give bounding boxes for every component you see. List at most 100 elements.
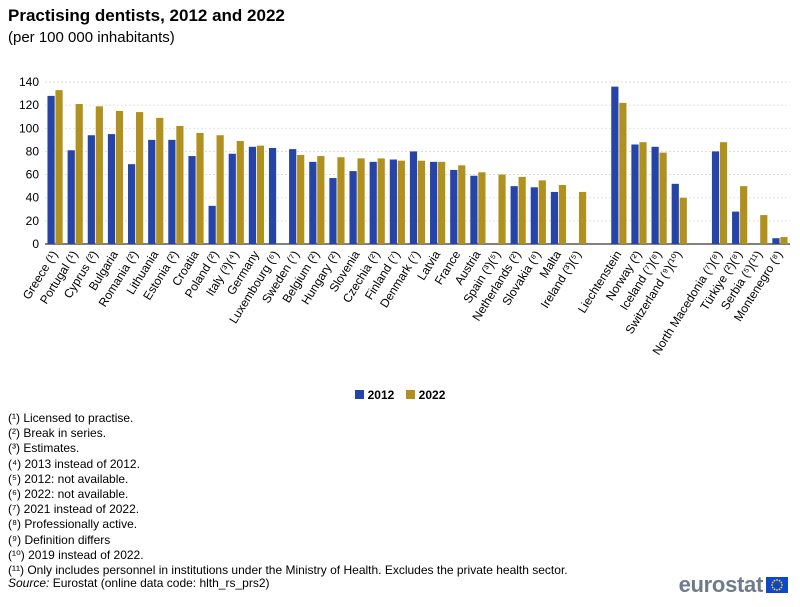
bar-2022	[196, 132, 204, 244]
flag-star	[778, 579, 781, 582]
bar-2012	[208, 205, 216, 244]
footnote: (³) Estimates.	[8, 441, 80, 456]
bar-2022	[337, 157, 345, 244]
y-tick-label: 140	[19, 75, 39, 89]
logo-wordmark: eurostat	[678, 572, 764, 597]
source-label: Source:	[8, 576, 50, 590]
y-tick-label: 120	[19, 98, 39, 112]
bar-2012	[329, 178, 337, 244]
flag-star	[780, 581, 783, 584]
legend: 2012 2022	[0, 388, 800, 402]
bar-2012	[732, 211, 740, 244]
bar-2022	[740, 186, 748, 244]
bar-2022	[538, 180, 546, 244]
bar-2012	[550, 191, 559, 244]
bar-2022	[176, 125, 184, 244]
footnotes: (¹) Licensed to practise. (²) Break in s…	[8, 411, 568, 578]
bar-2012	[168, 139, 176, 244]
flag-star	[773, 588, 776, 591]
bar-2022	[156, 117, 164, 244]
bar-2022	[498, 174, 506, 244]
bar-2022	[75, 103, 83, 244]
bar-2022	[780, 237, 788, 244]
bar-2022	[518, 176, 526, 244]
bar-2022	[55, 90, 63, 244]
bar-2012	[510, 186, 518, 244]
bar-2022	[216, 135, 224, 244]
flag-star	[771, 586, 774, 589]
bar-2012	[128, 164, 136, 244]
chart-subtitle: (per 100 000 inhabitants)	[8, 29, 175, 46]
bar-2012	[711, 151, 720, 244]
x-axis-labels: Greece (¹)Portugal (¹)Cyprus (²)Bulgaria…	[20, 248, 786, 358]
legend-label-2022: 2022	[418, 388, 446, 402]
legend-swatch-2012	[354, 390, 364, 399]
bar-2012	[651, 146, 659, 244]
footnote: (⁴) 2013 instead of 2012.	[8, 456, 140, 471]
eurostat-logo: eurostat	[678, 572, 788, 597]
bar-2012	[470, 175, 478, 244]
y-axis-ticks: 0 20 40 60 80 100 120 140	[19, 75, 39, 251]
footnote: (⁷) 2021 instead of 2022.	[8, 502, 140, 517]
legend-swatch-2022	[405, 390, 415, 399]
bar-2022	[357, 158, 365, 244]
bar-2022	[256, 145, 265, 244]
flag-star	[778, 588, 781, 591]
flag-star	[773, 579, 776, 582]
bar-2012	[87, 135, 95, 244]
bar-2022	[236, 141, 244, 244]
footnote: (⁸) Professionally active.	[8, 517, 138, 532]
bar-2012	[248, 146, 257, 244]
bar-2012	[289, 149, 297, 244]
bar-2012	[631, 144, 639, 244]
source-note: Source: Eurostat (online data code: hlth…	[8, 576, 270, 590]
bar-2022	[95, 106, 103, 244]
flag-star	[776, 579, 778, 581]
bar-2022	[478, 172, 486, 244]
bar-2022	[619, 102, 627, 244]
eu-flag-icon	[766, 577, 788, 593]
bars	[47, 86, 788, 244]
bar-2012	[409, 151, 418, 244]
footnote: (⁵) 2012: not available.	[8, 471, 129, 486]
bar-2012	[188, 156, 196, 244]
footnote: (¹) Licensed to practise.	[8, 411, 134, 425]
bar-2022	[317, 156, 325, 244]
footnote: (²) Break in series.	[8, 426, 107, 441]
bar-2022	[558, 184, 567, 244]
bar-2022	[136, 112, 144, 244]
flag-star	[776, 589, 778, 591]
footnote: (¹⁰) 2019 instead of 2022.	[8, 547, 144, 562]
bar-2022	[659, 152, 667, 244]
y-tick-label: 20	[26, 214, 40, 228]
bar-2012	[369, 161, 377, 244]
chart-title: Practising dentists, 2012 and 2022	[8, 6, 285, 25]
bar-2022	[417, 160, 426, 244]
bar-2012	[228, 153, 236, 244]
y-tick-label: 100	[19, 121, 39, 135]
bar-2022	[578, 191, 587, 244]
y-tick-label: 40	[26, 191, 40, 205]
source-text: Eurostat (online data code: hlth_rs_prs2…	[52, 576, 270, 590]
bar-2012	[530, 187, 538, 244]
bar-2022	[115, 110, 124, 244]
bar-2022	[679, 197, 687, 244]
bar-2012	[309, 161, 317, 244]
bar-2022	[397, 160, 405, 244]
legend-item-2012: 2012	[354, 388, 395, 402]
bar-2022	[719, 142, 728, 244]
footnote: (⁶) 2022: not available.	[8, 487, 129, 502]
bar-2012	[671, 183, 679, 244]
bar-2012	[389, 159, 397, 244]
bar-2012	[47, 95, 55, 244]
bar-chart: 0 20 40 60 80 100 120 140 Greece (¹)Portugal (¹…	[19, 75, 790, 358]
flag-star	[771, 581, 774, 584]
bar-2022	[760, 215, 768, 244]
legend-label-2012: 2012	[367, 388, 395, 402]
bar-2012	[450, 169, 458, 244]
y-tick-label: 80	[26, 144, 40, 158]
bar-2012	[611, 86, 619, 244]
bar-2012	[772, 238, 780, 244]
flag-star	[771, 584, 773, 586]
y-tick-label: 0	[32, 237, 39, 251]
